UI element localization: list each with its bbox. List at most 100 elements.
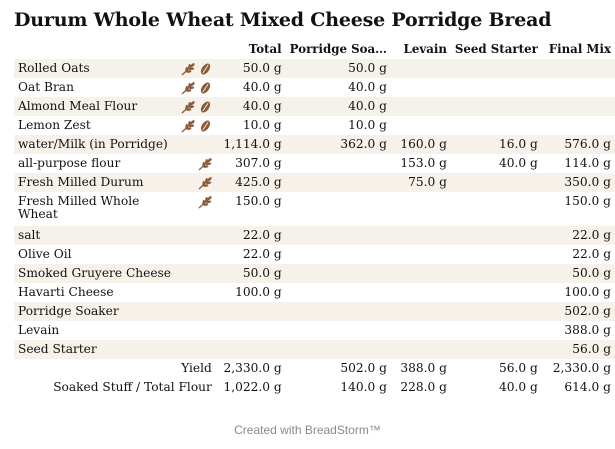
summary-cell-levain: 388.0 g	[400, 361, 447, 375]
cell-levain	[390, 59, 451, 78]
recipe-title: Durum Whole Wheat Mixed Cheese Porridge …	[14, 9, 552, 31]
cell-total: 22.0 g	[242, 247, 282, 261]
ingredient-icons	[175, 245, 216, 264]
column-header-levain: Levain	[403, 42, 447, 56]
cell-seed-starter	[450, 97, 542, 116]
cell-levain	[390, 340, 451, 359]
ingredient-icons	[175, 154, 216, 173]
cell-levain	[391, 78, 451, 97]
ingredient-row-fresh-milled-whole-wheat: Fresh Milled Whole Wheat 150.0 g 150.0 g	[14, 192, 615, 226]
ingredient-icons	[175, 59, 216, 78]
cell-total: 1,114.0 g	[215, 135, 286, 154]
cell-porridge-soaker	[286, 154, 391, 173]
cell-porridge-soaker	[285, 302, 391, 321]
header-row: Total Porridge Soa… Levain Seed Starter …	[14, 40, 615, 59]
summary-cell-total: 2,330.0 g	[223, 361, 282, 375]
cell-total	[215, 302, 286, 321]
wheat-icon	[180, 62, 197, 76]
cell-porridge-soaker	[286, 321, 391, 340]
cell-levain	[391, 283, 451, 302]
ingredient-row-havarti-cheese: Havarti Cheese 100.0 g 100.0 g	[14, 283, 615, 302]
cell-levain	[390, 302, 451, 321]
ingredient-icons	[175, 264, 216, 283]
column-header-final-mix: Final Mix	[548, 42, 611, 56]
cell-levain: 75.0 g	[390, 173, 451, 192]
cell-total: 22.0 g	[215, 226, 286, 245]
column-header-porridge-soaker: Porridge Soa…	[289, 42, 387, 56]
cell-porridge-soaker	[285, 340, 391, 359]
ingredient-header	[14, 40, 175, 59]
ingredient-row-fresh-milled-durum: Fresh Milled Durum 425.0 g 75.0 g 350.0 g	[14, 173, 615, 192]
ingredient-name: Almond Meal Flour	[14, 97, 176, 116]
wheat-icon	[197, 157, 214, 171]
ingredient-icons	[175, 283, 216, 302]
ingredient-icons	[175, 116, 216, 135]
ingredient-row-smoked-gruyere-cheese: Smoked Gruyere Cheese 50.0 g 50.0 g	[14, 264, 615, 283]
cell-seed-starter: 16.0 g	[450, 135, 542, 154]
cell-final-mix: 22.0 g	[541, 226, 615, 245]
footer-credit: Created with BreadStorm™	[234, 423, 381, 437]
summary-row-soaked-stuff-total-flour: Soaked Stuff / Total Flour 1,022.0 g 140.0…	[14, 378, 615, 397]
grain-icon	[197, 100, 214, 114]
ingredient-name: Seed Starter	[14, 340, 176, 359]
summary-label: Yield	[181, 361, 212, 375]
summary-cell-porridge-soaker: 140.0 g	[340, 380, 387, 394]
cell-final-mix	[541, 59, 615, 78]
ingredient-name: Fresh Milled Whole Wheat	[18, 194, 140, 221]
cell-final-mix: 50.0 g	[541, 264, 615, 283]
cell-levain	[391, 321, 451, 340]
wheat-icon	[180, 119, 197, 133]
cell-final-mix	[542, 78, 615, 97]
ingredient-name: Rolled Oats	[14, 59, 176, 78]
ingredient-row-salt: salt 22.0 g 22.0 g	[14, 226, 615, 245]
cell-total: 307.0 g	[235, 156, 282, 170]
cell-final-mix: 502.0 g	[541, 302, 615, 321]
summary-cell-total: 1,022.0 g	[223, 380, 282, 394]
cell-final-mix: 350.0 g	[541, 173, 615, 192]
icon-header	[175, 40, 216, 59]
summary-row-yield: Yield 2,330.0 g 502.0 g 388.0 g 56.0 g 2,330.…	[14, 359, 615, 378]
cell-total: 50.0 g	[215, 59, 286, 78]
cell-levain	[391, 192, 451, 226]
cell-final-mix: 22.0 g	[572, 247, 611, 261]
cell-levain	[391, 116, 451, 135]
cell-final-mix: 100.0 g	[564, 285, 611, 299]
cell-levain	[391, 245, 451, 264]
ingredient-icons	[175, 302, 216, 321]
cell-porridge-soaker: 40.0 g	[285, 97, 391, 116]
cell-seed-starter	[451, 116, 542, 135]
ingredient-name: Porridge Soaker	[14, 302, 176, 321]
cell-seed-starter	[450, 302, 542, 321]
cell-final-mix: 150.0 g	[564, 194, 611, 208]
cell-levain: 160.0 g	[390, 135, 451, 154]
cell-porridge-soaker	[286, 245, 391, 264]
cell-porridge-soaker: 50.0 g	[285, 59, 391, 78]
wheat-icon	[197, 195, 214, 209]
summary-cell-seed-starter: 56.0 g	[498, 361, 538, 375]
ingredient-row-porridge-soaker: Porridge Soaker 502.0 g	[14, 302, 615, 321]
cell-seed-starter	[450, 173, 542, 192]
cell-total: 10.0 g	[242, 118, 282, 132]
cell-total	[215, 340, 286, 359]
wheat-icon	[197, 176, 214, 190]
ingredient-row-lemon-zest: Lemon Zest 10.0 g 10.0 g	[14, 116, 615, 135]
summary-cell-seed-starter: 40.0 g	[498, 380, 538, 394]
column-header-total: Total	[248, 42, 282, 56]
cell-levain	[390, 97, 451, 116]
ingredient-icons	[175, 226, 216, 245]
ingredient-name: Smoked Gruyere Cheese	[14, 264, 176, 283]
cell-final-mix: 388.0 g	[564, 323, 611, 337]
summary-label: Soaked Stuff / Total Flour	[53, 380, 212, 394]
cell-total: 40.0 g	[215, 97, 286, 116]
ingredient-row-rolled-oats: Rolled Oats 50.0 g 50.0 g	[14, 59, 615, 78]
ingredient-name: Fresh Milled Durum	[14, 173, 176, 192]
ingredient-icons	[175, 173, 216, 192]
cell-seed-starter	[450, 59, 542, 78]
cell-seed-starter	[450, 226, 542, 245]
cell-porridge-soaker	[286, 283, 391, 302]
ingredient-icons	[175, 192, 216, 226]
cell-porridge-soaker	[285, 264, 391, 283]
grain-icon	[197, 119, 214, 133]
ingredient-name: Olive Oil	[18, 247, 72, 261]
cell-total: 40.0 g	[242, 80, 282, 94]
